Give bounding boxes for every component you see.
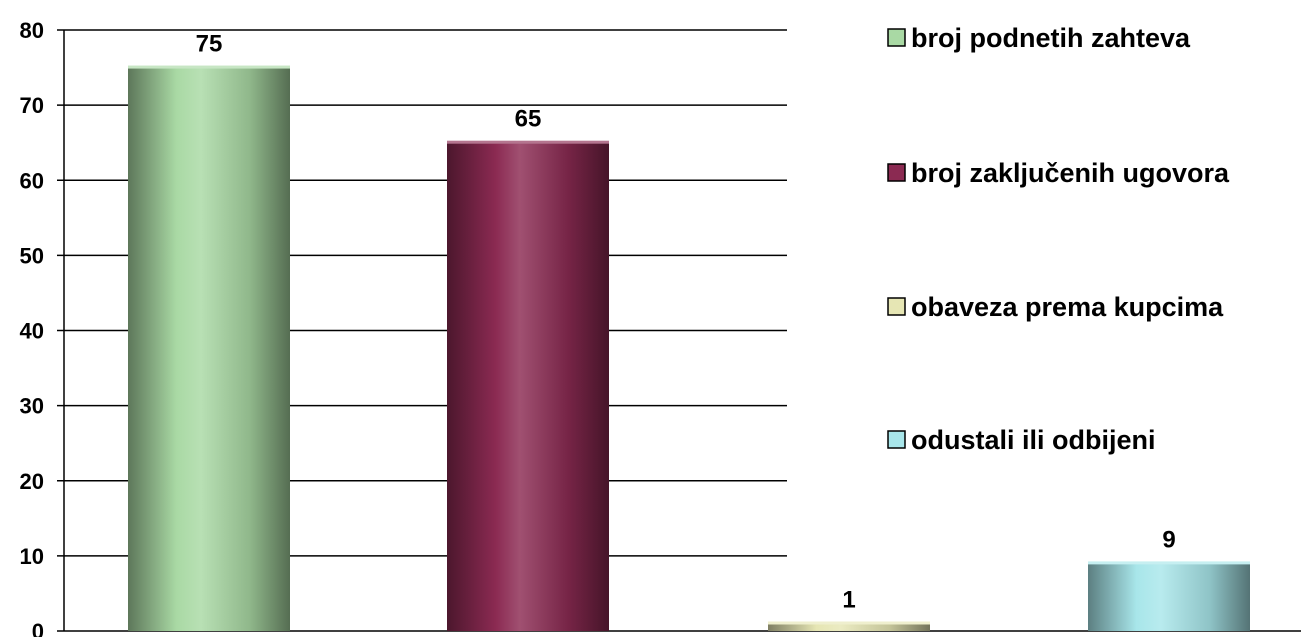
data-label-3: 1 xyxy=(842,586,855,613)
y-tick-label-60: 60 xyxy=(20,168,44,193)
legend-label-1: broj podnetih zahteva xyxy=(911,23,1191,53)
legend-label-3: obaveza prema kupcima xyxy=(911,292,1224,322)
data-label-2: 65 xyxy=(515,106,542,133)
bar-2 xyxy=(447,142,609,631)
y-tick-label-0: 0 xyxy=(32,619,44,637)
bar-4 xyxy=(1088,563,1250,631)
legend-swatch-2 xyxy=(887,163,906,182)
y-tick-label-40: 40 xyxy=(20,319,44,344)
y-tick-label-50: 50 xyxy=(20,243,44,268)
legend-label-2: broj zaključenih ugovora xyxy=(911,158,1230,188)
legend-swatch-3 xyxy=(887,297,906,316)
y-tick-label-10: 10 xyxy=(20,544,44,569)
data-labels: 75 65 1 9 xyxy=(196,31,1176,614)
legend: broj podnetih zahteva broj zaključenih ug… xyxy=(887,23,1230,455)
y-tick-label-70: 70 xyxy=(20,93,44,118)
bar-cap-2 xyxy=(447,140,609,144)
legend-swatch-4 xyxy=(887,430,906,449)
bar-cap-1 xyxy=(128,65,290,69)
y-tick-label-80: 80 xyxy=(20,18,44,43)
bar-cap-4 xyxy=(1088,561,1250,565)
legend-swatch-1 xyxy=(887,28,906,47)
bar-cap-3 xyxy=(768,621,930,625)
y-tick-label-30: 30 xyxy=(20,394,44,419)
data-label-1: 75 xyxy=(196,31,223,58)
data-label-4: 9 xyxy=(1162,526,1175,553)
bars xyxy=(128,65,1250,631)
y-tick-label-20: 20 xyxy=(20,469,44,494)
legend-label-4: odustali ili odbijeni xyxy=(911,425,1156,455)
bar-3 xyxy=(768,623,930,631)
bar-1 xyxy=(128,67,290,631)
